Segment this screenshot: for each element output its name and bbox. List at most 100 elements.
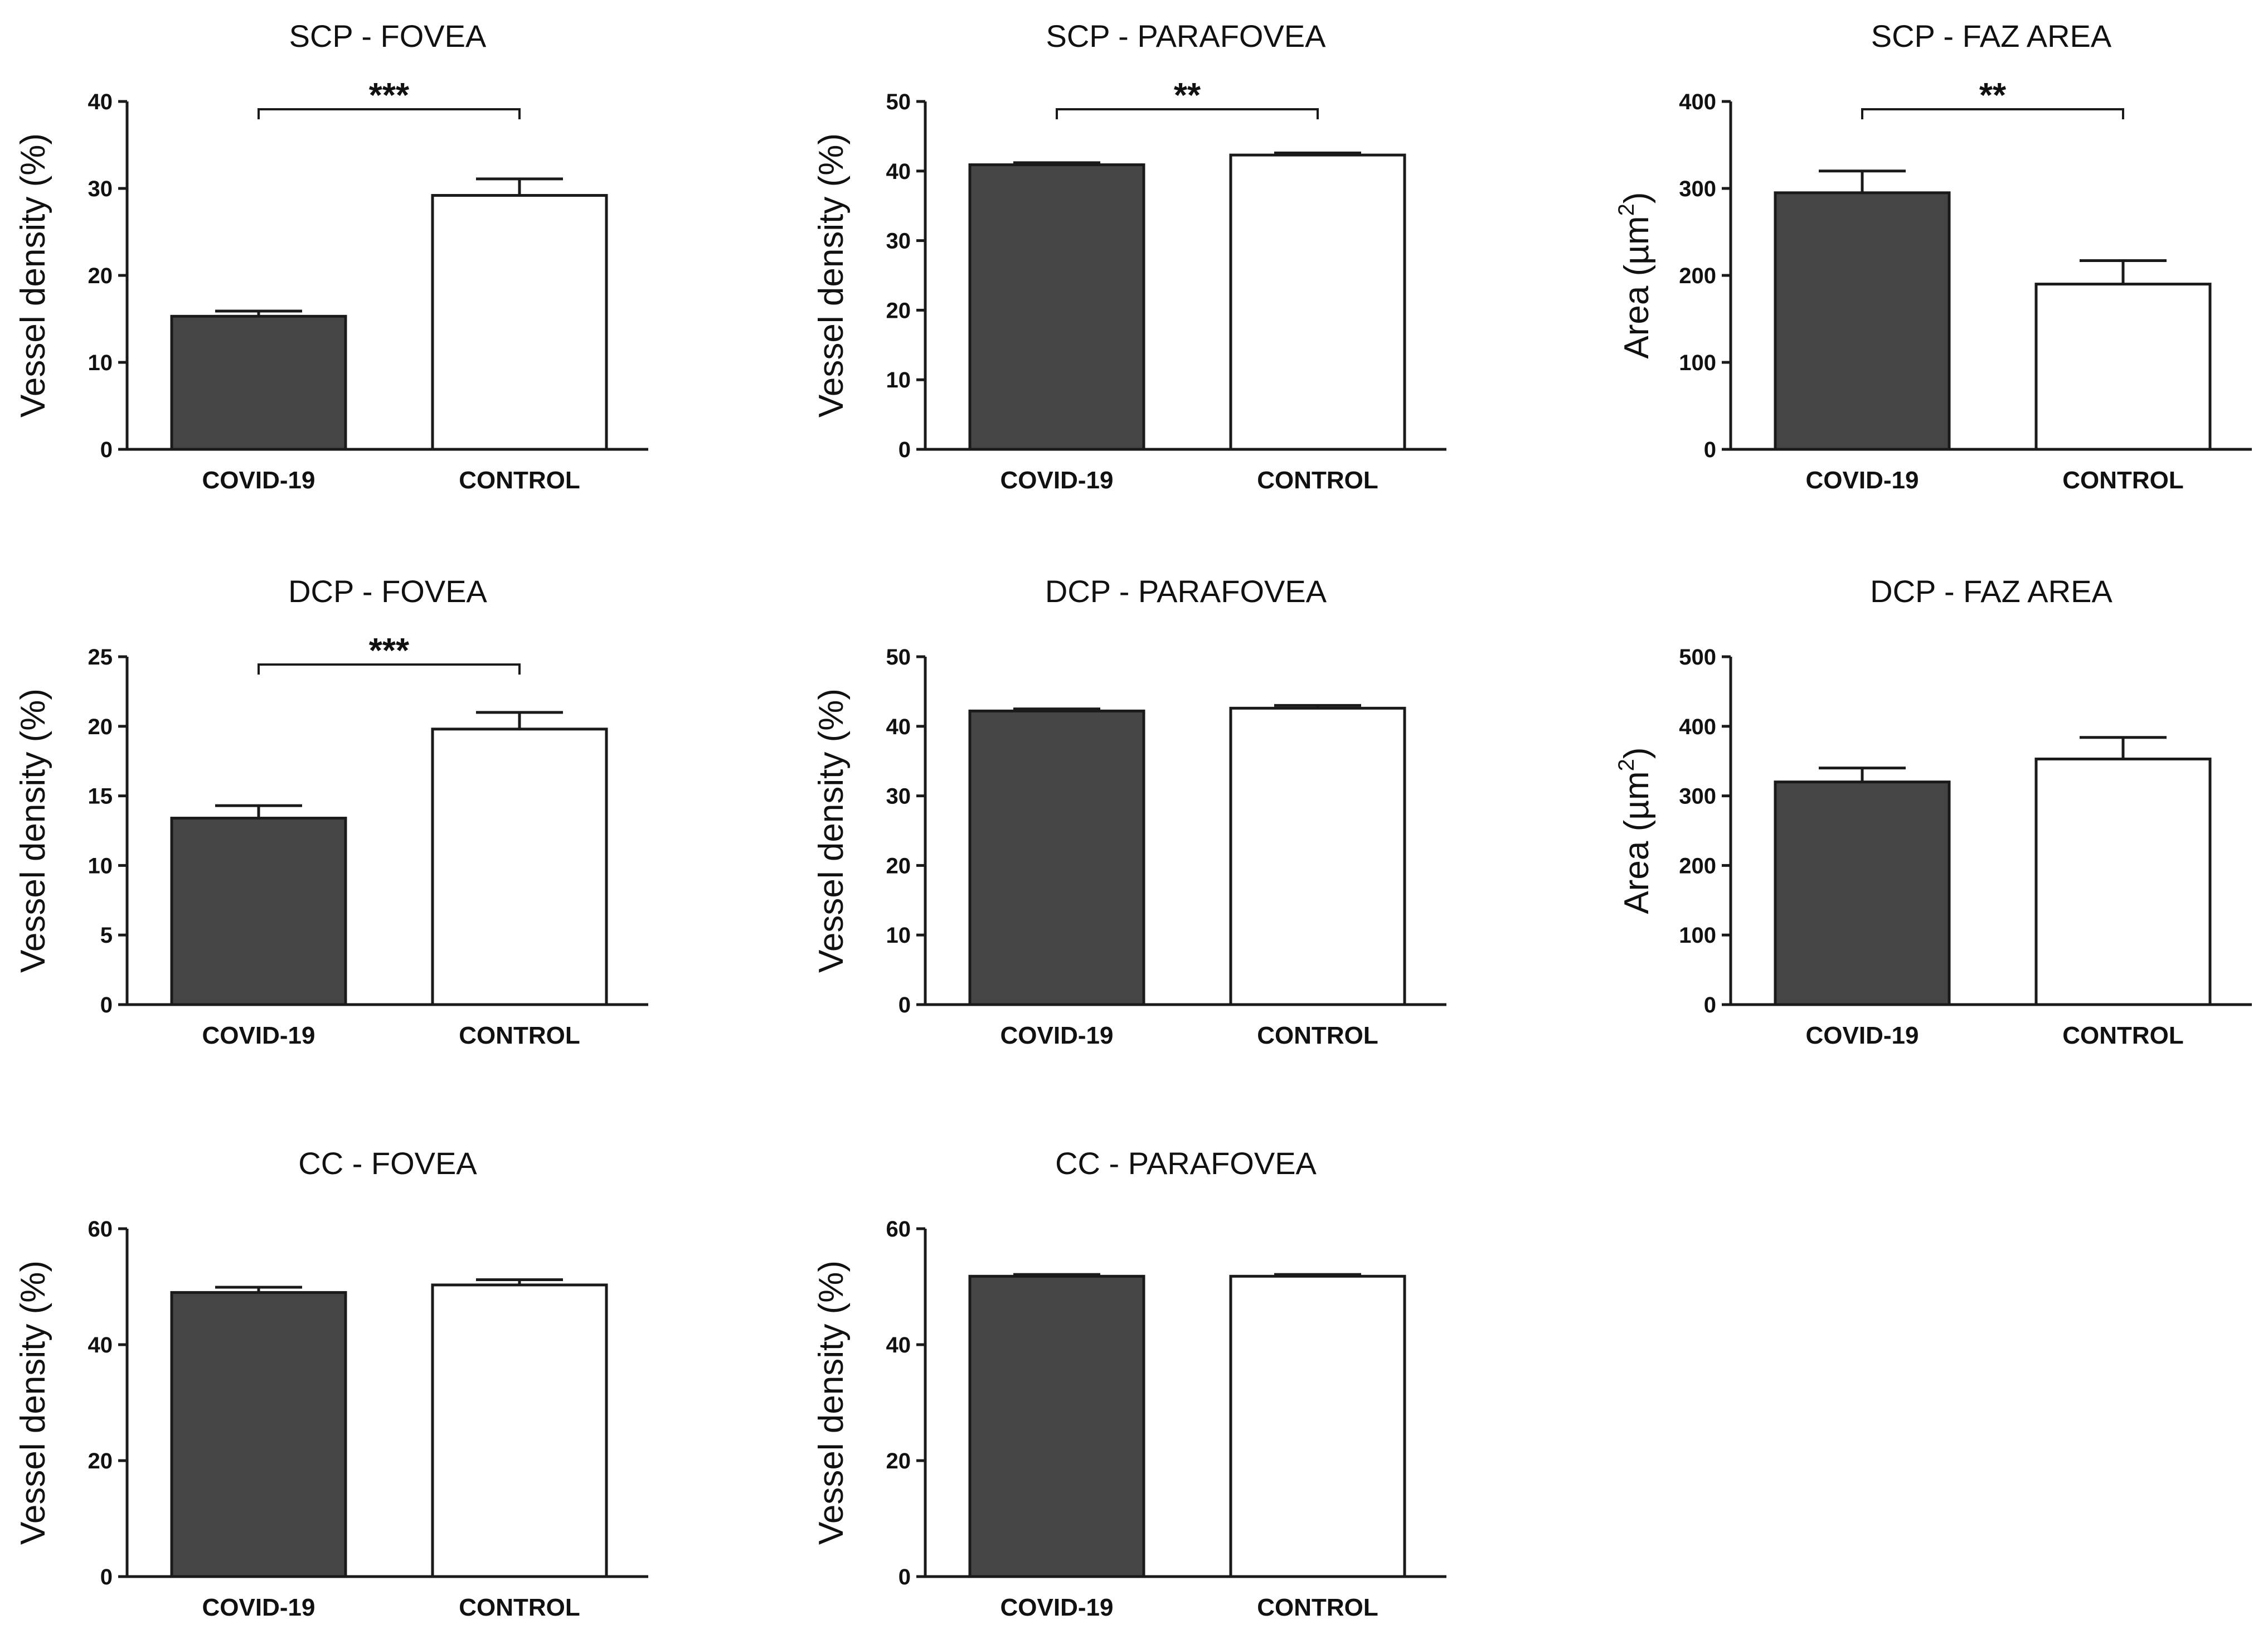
panel-title: CC - PARAFOVEA bbox=[1055, 1146, 1317, 1181]
category-label-covid: COVID-19 bbox=[1806, 1022, 1919, 1049]
bar-covid bbox=[968, 1274, 1145, 1578]
y-tick-label: 5 bbox=[100, 923, 113, 948]
bar-control bbox=[431, 1283, 608, 1578]
y-tick-label: 20 bbox=[88, 264, 113, 288]
bar-covid bbox=[968, 163, 1145, 451]
significance-bracket bbox=[1056, 108, 1319, 119]
y-tick-label: 200 bbox=[1679, 264, 1716, 288]
category-label-covid: COVID-19 bbox=[1001, 467, 1114, 494]
panel-title: CC - FOVEA bbox=[298, 1146, 477, 1181]
y-axis-label: Vessel density (%) bbox=[14, 1260, 52, 1545]
y-tick-label: 10 bbox=[88, 351, 113, 375]
bar-covid bbox=[968, 709, 1145, 1006]
y-tick-label: 50 bbox=[886, 645, 911, 670]
y-tick-label: 20 bbox=[886, 1449, 911, 1473]
category-label-covid: COVID-19 bbox=[202, 1022, 315, 1049]
y-tick-label: 40 bbox=[886, 715, 911, 739]
y-axis-label-main: Area (µm bbox=[1618, 216, 1656, 358]
y-tick-label: 0 bbox=[899, 438, 911, 462]
y-axis-label: Vessel density (%) bbox=[812, 1260, 851, 1545]
bar-covid bbox=[1774, 191, 1951, 451]
y-tick-label: 40 bbox=[88, 90, 113, 114]
panel-title: SCP - PARAFOVEA bbox=[1046, 18, 1326, 54]
y-tick-label: 0 bbox=[899, 1565, 911, 1589]
y-tick-label: 30 bbox=[886, 784, 911, 809]
category-label-covid: COVID-19 bbox=[1001, 1022, 1114, 1049]
bar-control bbox=[1229, 153, 1406, 451]
significance-stars: ** bbox=[1979, 76, 2007, 115]
bar-control bbox=[2034, 757, 2212, 1006]
significance-stars: ** bbox=[1174, 76, 1201, 115]
category-label-covid: COVID-19 bbox=[202, 467, 315, 494]
y-axis-label-main: Area (µm bbox=[1618, 771, 1656, 914]
category-label-control: CONTROL bbox=[2062, 1022, 2184, 1049]
y-tick-label: 400 bbox=[1679, 90, 1716, 114]
bar-covid bbox=[170, 817, 347, 1006]
y-tick-label: 300 bbox=[1679, 177, 1716, 201]
significance-stars: *** bbox=[369, 632, 410, 670]
panel-title: DCP - FAZ AREA bbox=[1870, 574, 2112, 609]
panel-title: SCP - FOVEA bbox=[289, 18, 487, 54]
category-label-covid: COVID-19 bbox=[1806, 467, 1919, 494]
y-tick-label: 200 bbox=[1679, 854, 1716, 878]
bar-covid bbox=[170, 1291, 347, 1578]
bar-control bbox=[431, 728, 608, 1006]
y-axis-label: Area (µm2) bbox=[1614, 192, 1656, 358]
bar-covid bbox=[170, 314, 347, 451]
panel-title: DCP - FOVEA bbox=[288, 574, 487, 609]
y-axis-label-end: ) bbox=[1618, 192, 1656, 203]
y-tick-label: 100 bbox=[1679, 351, 1716, 375]
y-tick-label: 0 bbox=[1704, 438, 1716, 462]
bar-control bbox=[1229, 706, 1406, 1006]
y-tick-label: 10 bbox=[886, 923, 911, 948]
panel-1: SCP - FOVEA 0 10 20 30 40 Vessel density (%) CO… bbox=[14, 18, 648, 494]
y-tick-label: 40 bbox=[886, 1333, 911, 1357]
category-label-control: CONTROL bbox=[459, 467, 580, 494]
y-tick-label: 400 bbox=[1679, 715, 1716, 739]
y-tick-label: 0 bbox=[100, 438, 113, 462]
significance-bracket bbox=[258, 663, 521, 675]
panel-title: DCP - PARAFOVEA bbox=[1045, 574, 1327, 609]
y-tick-label: 15 bbox=[88, 784, 113, 809]
y-axis-label: Area (µm2) bbox=[1614, 747, 1656, 914]
category-label-control: CONTROL bbox=[1257, 467, 1378, 494]
panel-7: CC - FOVEA 0 20 40 60 Vessel density (%) COVID… bbox=[14, 1146, 648, 1621]
y-tick-label: 25 bbox=[88, 645, 113, 670]
panel-title: SCP - FAZ AREA bbox=[1871, 18, 2112, 54]
y-tick-label: 0 bbox=[100, 1565, 113, 1589]
y-tick-label: 20 bbox=[886, 298, 911, 323]
y-tick-label: 20 bbox=[88, 715, 113, 739]
y-tick-label: 40 bbox=[88, 1333, 113, 1357]
panel-8: CC - PARAFOVEA 0 20 40 60 Vessel density (%) C… bbox=[812, 1146, 1446, 1621]
category-label-covid: COVID-19 bbox=[1001, 1594, 1114, 1621]
bar-control bbox=[431, 193, 608, 451]
panel-3: SCP - FAZ AREA 0 100 200 300 400 Area (µm2) COV… bbox=[1614, 18, 2252, 494]
category-label-covid: COVID-19 bbox=[202, 1594, 315, 1621]
y-axis-label: Vessel density (%) bbox=[14, 133, 52, 418]
y-tick-label: 60 bbox=[88, 1217, 113, 1242]
y-tick-label: 10 bbox=[88, 854, 113, 878]
y-axis-label-superscript: 2 bbox=[1614, 759, 1639, 771]
category-label-control: CONTROL bbox=[2062, 467, 2184, 494]
y-tick-label: 30 bbox=[886, 229, 911, 254]
y-tick-label: 30 bbox=[88, 177, 113, 201]
panel-2: SCP - PARAFOVEA 0 10 20 30 40 50 Vessel density… bbox=[812, 18, 1446, 494]
y-tick-label: 40 bbox=[886, 159, 911, 184]
bar-control bbox=[1229, 1274, 1406, 1578]
category-label-control: CONTROL bbox=[459, 1022, 580, 1049]
category-label-control: CONTROL bbox=[1257, 1022, 1378, 1049]
y-tick-label: 20 bbox=[88, 1449, 113, 1473]
y-axis-label: Vessel density (%) bbox=[812, 688, 851, 973]
y-tick-label: 50 bbox=[886, 90, 911, 114]
y-tick-label: 0 bbox=[899, 993, 911, 1017]
y-axis-label: Vessel density (%) bbox=[812, 133, 851, 418]
bar-control bbox=[2034, 283, 2212, 451]
category-label-control: CONTROL bbox=[1257, 1594, 1378, 1621]
bar-covid bbox=[1774, 780, 1951, 1006]
y-axis-label-superscript: 2 bbox=[1614, 203, 1639, 216]
significance-bracket bbox=[1861, 108, 2124, 119]
y-tick-label: 500 bbox=[1679, 645, 1716, 670]
category-label-control: CONTROL bbox=[459, 1594, 580, 1621]
y-axis-label: Vessel density (%) bbox=[14, 688, 52, 973]
